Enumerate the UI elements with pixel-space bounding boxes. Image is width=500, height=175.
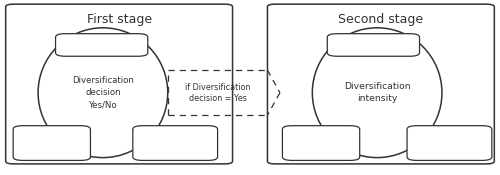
FancyBboxPatch shape bbox=[268, 4, 494, 164]
FancyBboxPatch shape bbox=[13, 126, 90, 160]
Text: Diversification
intensity: Diversification intensity bbox=[344, 82, 410, 103]
Text: Frame of
reference: Frame of reference bbox=[31, 133, 72, 153]
Ellipse shape bbox=[38, 28, 168, 158]
FancyBboxPatch shape bbox=[133, 126, 218, 160]
Text: Diversification
decision
Yes/No: Diversification decision Yes/No bbox=[72, 76, 134, 109]
FancyBboxPatch shape bbox=[407, 126, 492, 160]
Text: if Diversification
decision = Yes: if Diversification decision = Yes bbox=[185, 83, 250, 103]
Text: Environment: Environment bbox=[74, 40, 129, 50]
Text: First stage: First stage bbox=[86, 13, 152, 26]
Text: Environment: Environment bbox=[346, 40, 401, 50]
FancyBboxPatch shape bbox=[282, 126, 360, 160]
FancyBboxPatch shape bbox=[6, 4, 232, 164]
Text: Second stage: Second stage bbox=[338, 13, 424, 26]
Ellipse shape bbox=[312, 28, 442, 158]
Text: Farm and personal
characteristics: Farm and personal characteristics bbox=[412, 133, 487, 153]
FancyBboxPatch shape bbox=[56, 34, 148, 56]
FancyBboxPatch shape bbox=[328, 34, 420, 56]
Text: Frame of
reference: Frame of reference bbox=[300, 133, 342, 153]
Text: Farm and personal
characteristics: Farm and personal characteristics bbox=[138, 133, 212, 153]
